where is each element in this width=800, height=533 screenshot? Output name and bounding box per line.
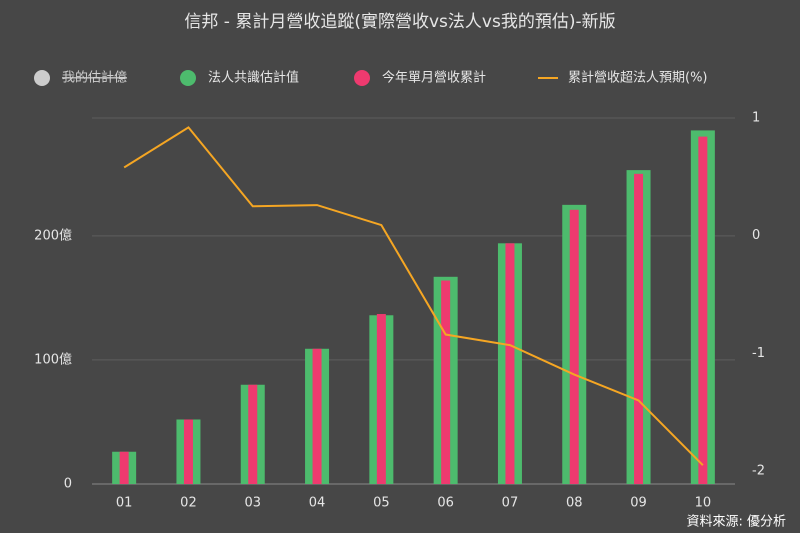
x-tick-label: 09 (630, 496, 647, 511)
bar (312, 348, 322, 484)
x-tick-label: 08 (566, 496, 583, 511)
bar (183, 419, 193, 484)
bar (634, 173, 644, 484)
y2-tick-label: 0 (752, 228, 760, 243)
legend-swatch (180, 70, 196, 86)
legend-label: 今年單月營收累計 (382, 70, 486, 86)
bar (569, 209, 579, 484)
legend-label: 累計營收超法人預期(%) (568, 70, 708, 86)
source: 資料來源: 優分析 (686, 515, 786, 530)
legend-swatch (354, 70, 370, 86)
bar (505, 243, 515, 484)
bar (119, 451, 129, 484)
y2-tick-label: -1 (752, 346, 765, 361)
bar (376, 314, 386, 484)
legend-swatch (34, 70, 50, 86)
bar (441, 280, 451, 484)
legend-label: 我的估計億 (62, 70, 127, 86)
line (123, 126, 704, 466)
y2-tick-label: -2 (752, 464, 765, 479)
chart-title: 信邦 - 累計月營收追蹤(實際營收vs法人vs我的預估)-新版 (184, 12, 615, 32)
bar (248, 384, 258, 484)
x-tick-label: 04 (309, 496, 326, 511)
x-tick-label: 02 (180, 496, 197, 511)
y-tick-label: 0 (64, 477, 72, 492)
x-tick-label: 10 (695, 496, 712, 511)
bar (698, 136, 708, 484)
x-tick-label: 05 (373, 496, 390, 511)
legend-label: 法人共識估計值 (208, 70, 299, 86)
x-tick-label: 03 (244, 496, 261, 511)
x-tick-label: 07 (502, 496, 519, 511)
y2-tick-label: 1 (752, 111, 760, 126)
x-tick-label: 06 (437, 496, 454, 511)
y-tick-label: 200億 (34, 227, 72, 243)
y-tick-label: 100億 (34, 351, 72, 367)
x-tick-label: 01 (116, 496, 133, 511)
